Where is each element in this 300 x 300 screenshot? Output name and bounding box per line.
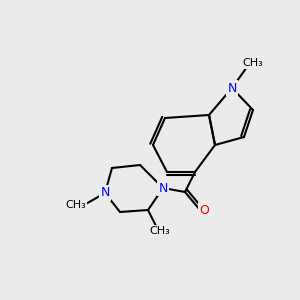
Text: N: N bbox=[227, 82, 237, 94]
Text: CH₃: CH₃ bbox=[66, 200, 86, 210]
Text: CH₃: CH₃ bbox=[243, 58, 263, 68]
Text: CH₃: CH₃ bbox=[150, 226, 170, 236]
Text: O: O bbox=[199, 203, 209, 217]
Text: N: N bbox=[158, 182, 168, 194]
Text: N: N bbox=[100, 187, 110, 200]
